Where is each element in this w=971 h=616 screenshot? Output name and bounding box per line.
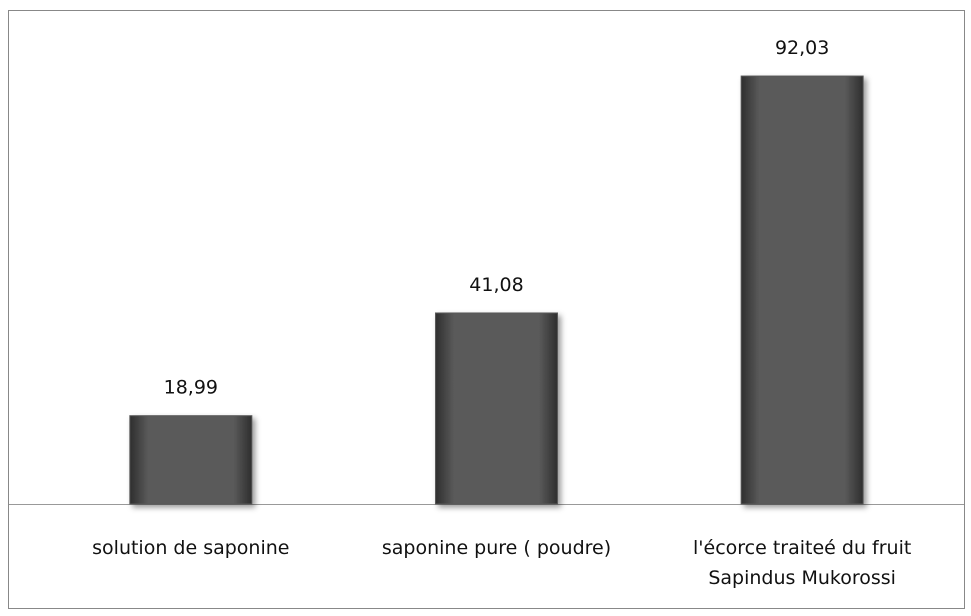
- frame: [8, 10, 965, 609]
- x-tick-label: saponine pure ( poudre): [381, 537, 612, 559]
- value-label: 41,08: [469, 274, 523, 296]
- x-tick-label: l'écorce traiteé du fruit Sapindus Mukor…: [693, 537, 912, 589]
- bar: [435, 312, 558, 505]
- bar: [129, 415, 253, 505]
- bar: [740, 75, 864, 505]
- x-tick-label: solution de saponine: [92, 537, 290, 559]
- value-label: 18,99: [164, 377, 218, 399]
- value-label: 92,03: [775, 37, 829, 59]
